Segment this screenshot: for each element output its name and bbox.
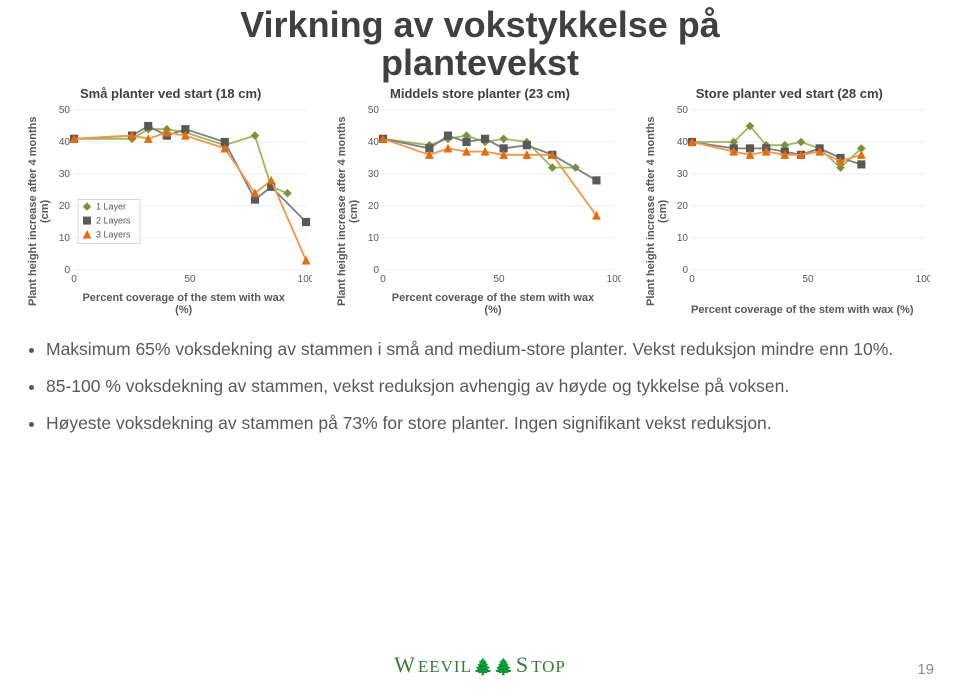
charts-row: Små planter ved start (18 cm) Plant heig… xyxy=(20,86,940,316)
svg-text:30: 30 xyxy=(677,169,689,180)
svg-text:0: 0 xyxy=(690,274,696,285)
svg-text:50: 50 xyxy=(677,106,689,116)
svg-text:40: 40 xyxy=(677,137,689,148)
chart-small: Små planter ved start (18 cm) Plant heig… xyxy=(20,86,321,316)
x-axis-label: Percent coverage of the stem with wax(%) xyxy=(52,292,316,316)
svg-text:100: 100 xyxy=(297,274,311,285)
y-axis-label: Plant height increase after 4 months (cm… xyxy=(644,106,670,316)
y-axis-label: Plant height increase after 4 months (cm… xyxy=(26,106,52,316)
y-axis-label: Plant height increase after 4 months (cm… xyxy=(335,106,361,316)
svg-text:0: 0 xyxy=(380,274,386,285)
svg-text:40: 40 xyxy=(368,137,380,148)
svg-text:50: 50 xyxy=(184,274,196,285)
chart-plot: 0 10 20 30 40 50 0 50 100 1 Layer 2 Layers 3 Layers xyxy=(52,106,316,290)
svg-text:50: 50 xyxy=(803,274,815,285)
bullet: 85-100 % voksdekning av stammen, vekst r… xyxy=(46,375,926,398)
chart-heading: Store planter ved start (28 cm) xyxy=(696,86,883,102)
page-number: 19 xyxy=(917,661,934,678)
chart-large: Store planter ved start (28 cm) Plant he… xyxy=(639,86,940,316)
svg-text:50: 50 xyxy=(368,106,380,116)
svg-text:100: 100 xyxy=(916,274,930,285)
svg-text:30: 30 xyxy=(59,169,71,180)
svg-text:10: 10 xyxy=(677,233,689,244)
svg-text:20: 20 xyxy=(59,201,71,212)
x-axis-label: Percent coverage of the stem with wax(%) xyxy=(361,292,625,316)
chart-heading: Små planter ved start (18 cm) xyxy=(80,86,261,102)
svg-text:10: 10 xyxy=(59,233,71,244)
chart-medium: Middels store planter (23 cm) Plant heig… xyxy=(329,86,630,316)
bullet: Høyeste voksdekning av stammen på 73% fo… xyxy=(46,412,926,435)
bullet-list: Maksimum 65% voksdekning av stammen i sm… xyxy=(20,338,940,435)
svg-text:3 Layers: 3 Layers xyxy=(96,229,131,239)
x-axis-label: Percent coverage of the stem with wax (%… xyxy=(670,304,934,316)
svg-text:0: 0 xyxy=(64,265,70,276)
svg-text:30: 30 xyxy=(368,169,380,180)
chart-heading: Middels store planter (23 cm) xyxy=(390,86,570,102)
tree-icon: 🌲🌲 xyxy=(473,657,515,677)
svg-text:40: 40 xyxy=(59,137,71,148)
svg-text:50: 50 xyxy=(493,274,505,285)
svg-text:1 Layer: 1 Layer xyxy=(96,201,126,211)
svg-text:20: 20 xyxy=(368,201,380,212)
bullet: Maksimum 65% voksdekning av stammen i sm… xyxy=(46,338,926,361)
chart-plot: 0 10 20 30 40 50 0 50 100 xyxy=(670,106,934,302)
chart-plot: 0 10 20 30 40 50 0 50 100 xyxy=(361,106,625,290)
svg-text:20: 20 xyxy=(677,201,689,212)
svg-text:0: 0 xyxy=(683,265,689,276)
svg-text:100: 100 xyxy=(607,274,621,285)
svg-text:50: 50 xyxy=(59,106,71,116)
svg-text:0: 0 xyxy=(71,274,77,285)
slide-title: Virkning av vokstykkelse på plantevekst xyxy=(20,6,940,82)
svg-text:10: 10 xyxy=(368,233,380,244)
svg-text:0: 0 xyxy=(373,265,379,276)
footer-logo: WEEVIL🌲🌲STOP xyxy=(0,652,960,678)
svg-text:2 Layers: 2 Layers xyxy=(96,215,131,225)
